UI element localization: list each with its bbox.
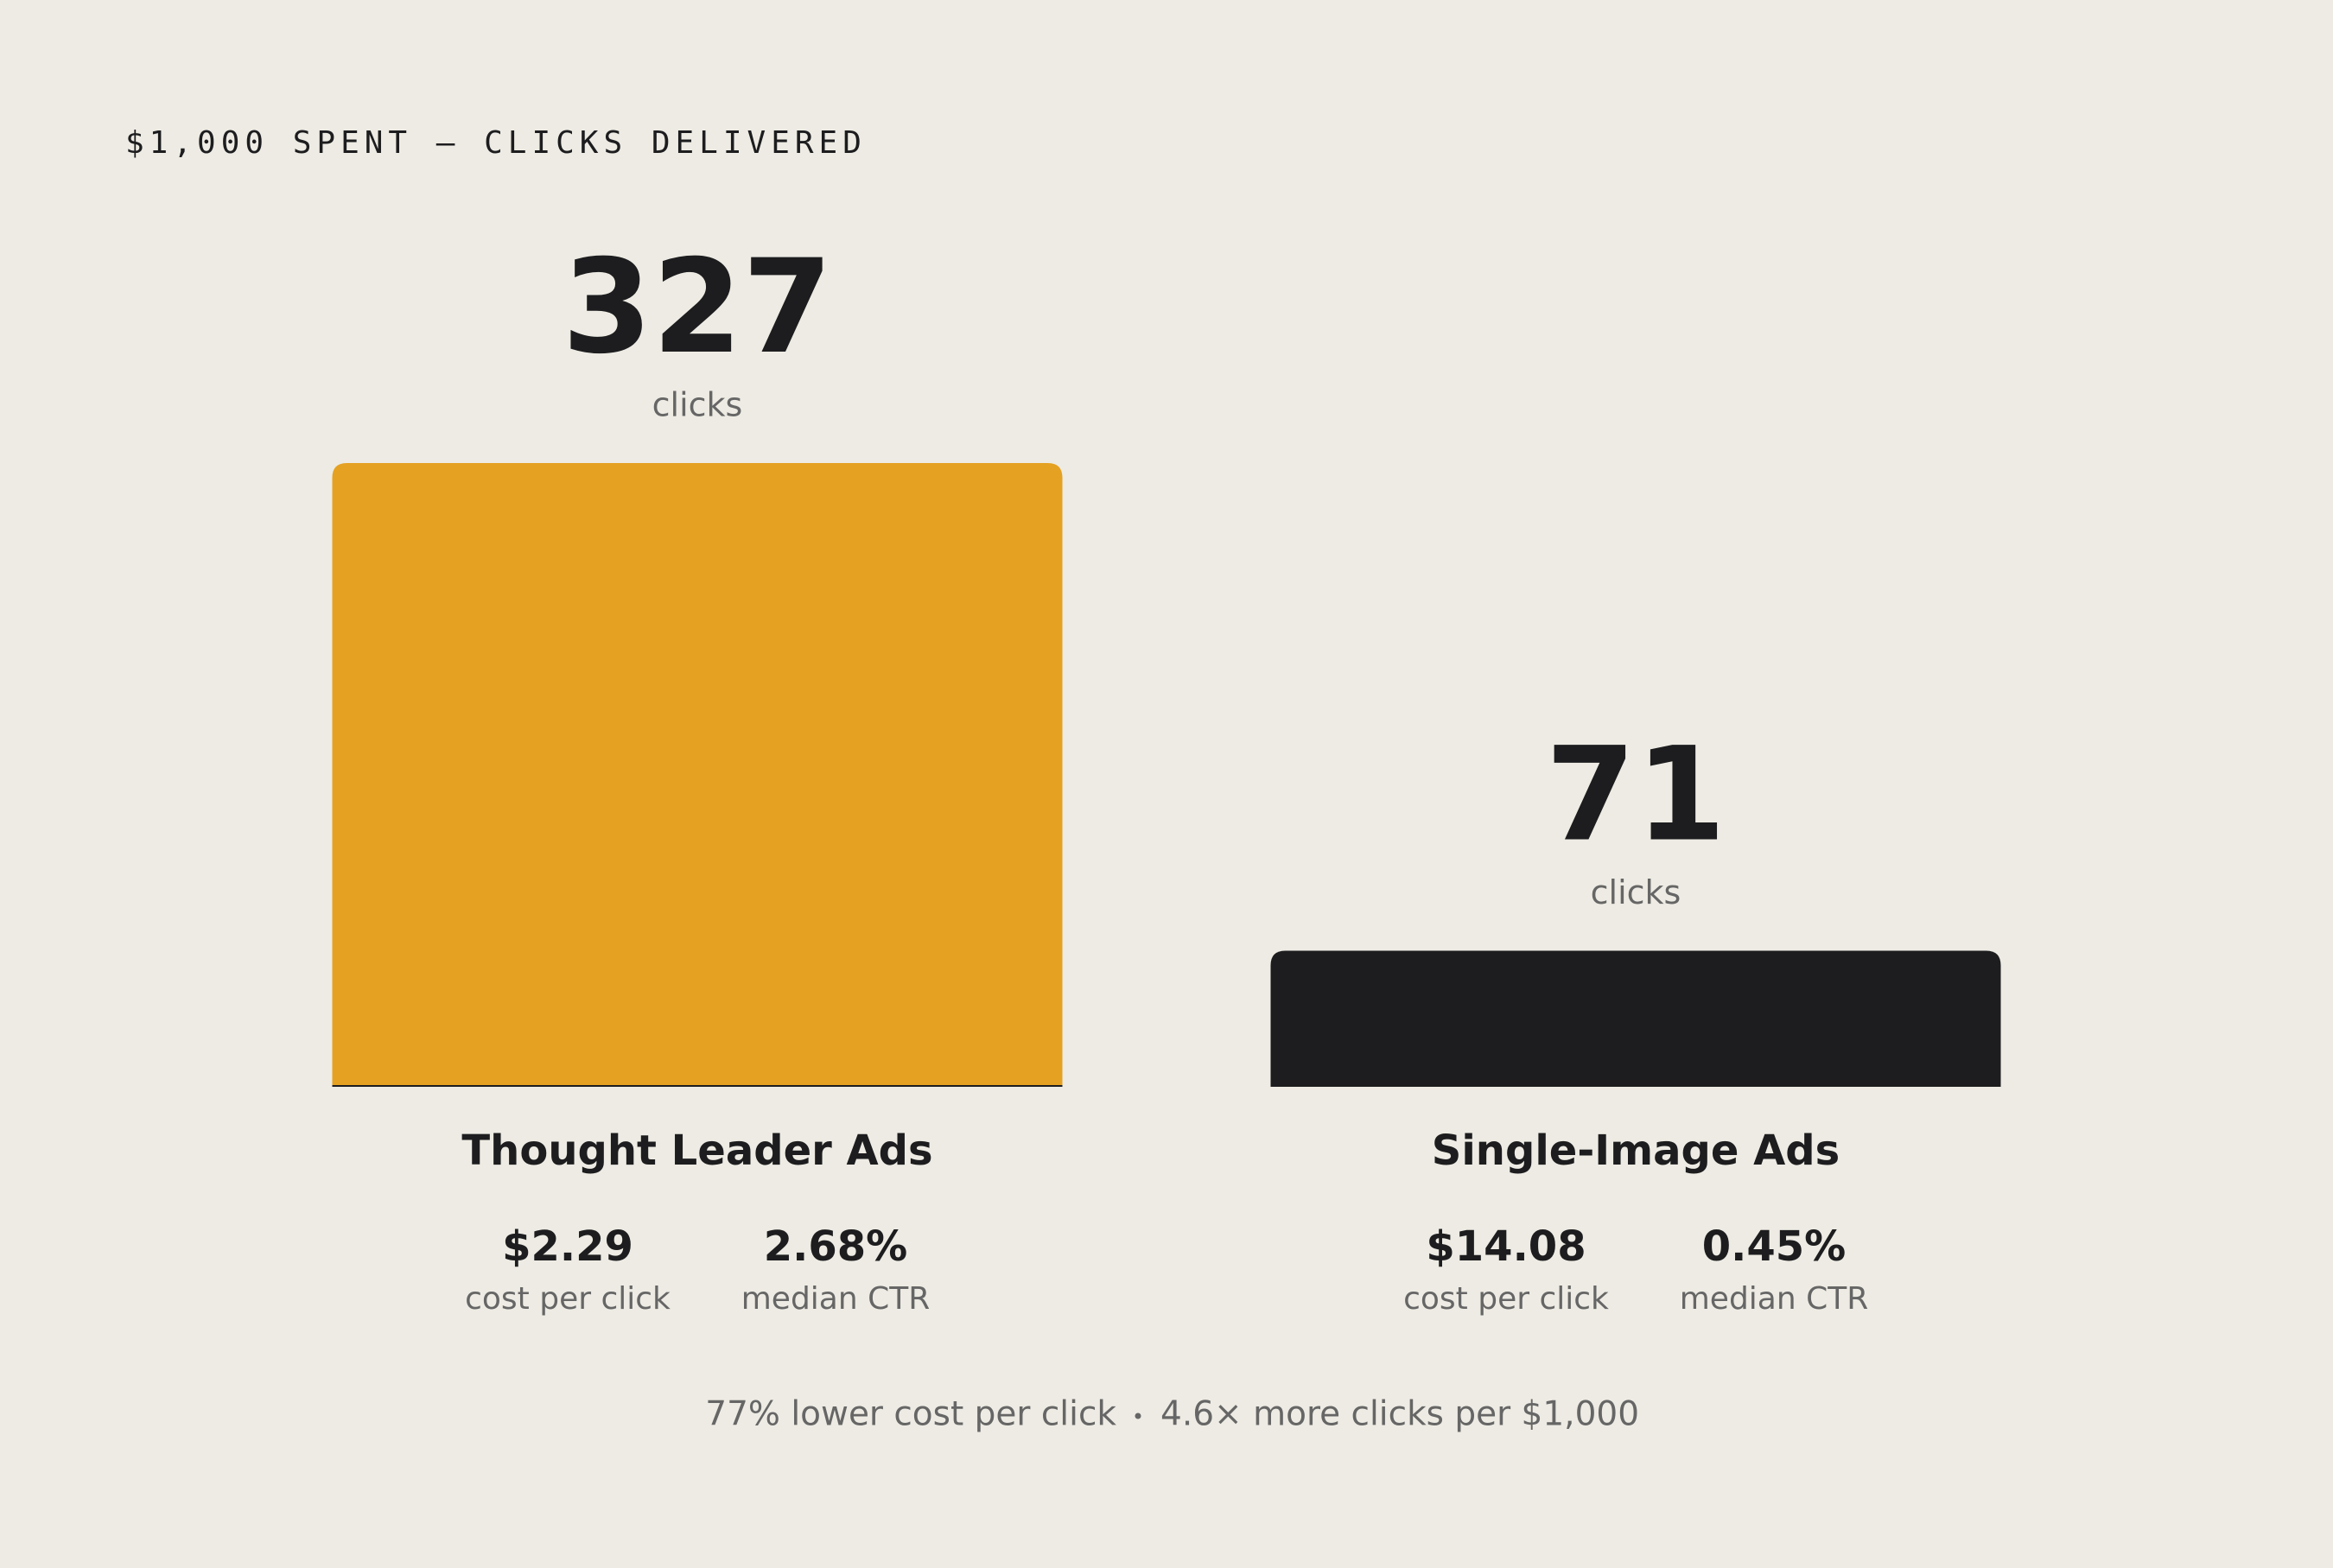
metric-label: cost per click [1403, 1281, 1609, 1317]
category-label: Thought Leader Ads [461, 1127, 932, 1175]
metric-value: $14.08 [1426, 1222, 1586, 1271]
metric-label: median CTR [1680, 1281, 1869, 1317]
annotation: 4.6× more clicks per $1,000 [1160, 1395, 1639, 1434]
value-unit: clicks [652, 385, 743, 423]
metric-label: cost per click [465, 1281, 671, 1317]
metric-label: median CTR [741, 1281, 931, 1317]
bar [1270, 950, 2001, 1086]
chart-title: $1,000 SPENT — CLICKS DELIVERED [125, 125, 867, 161]
metric-value: 0.45% [1702, 1222, 1847, 1271]
value-unit: clicks [1591, 873, 1681, 911]
value-label: 71 [1546, 720, 1726, 870]
value-label: 327 [562, 232, 832, 383]
separator-dot [1135, 1412, 1141, 1419]
category-label: Single-Image Ads [1432, 1127, 1840, 1175]
bar [332, 462, 1063, 1086]
annotation: 77% lower cost per click [705, 1395, 1116, 1434]
metric-value: 2.68% [764, 1222, 908, 1271]
metric-value: $2.29 [502, 1222, 633, 1271]
